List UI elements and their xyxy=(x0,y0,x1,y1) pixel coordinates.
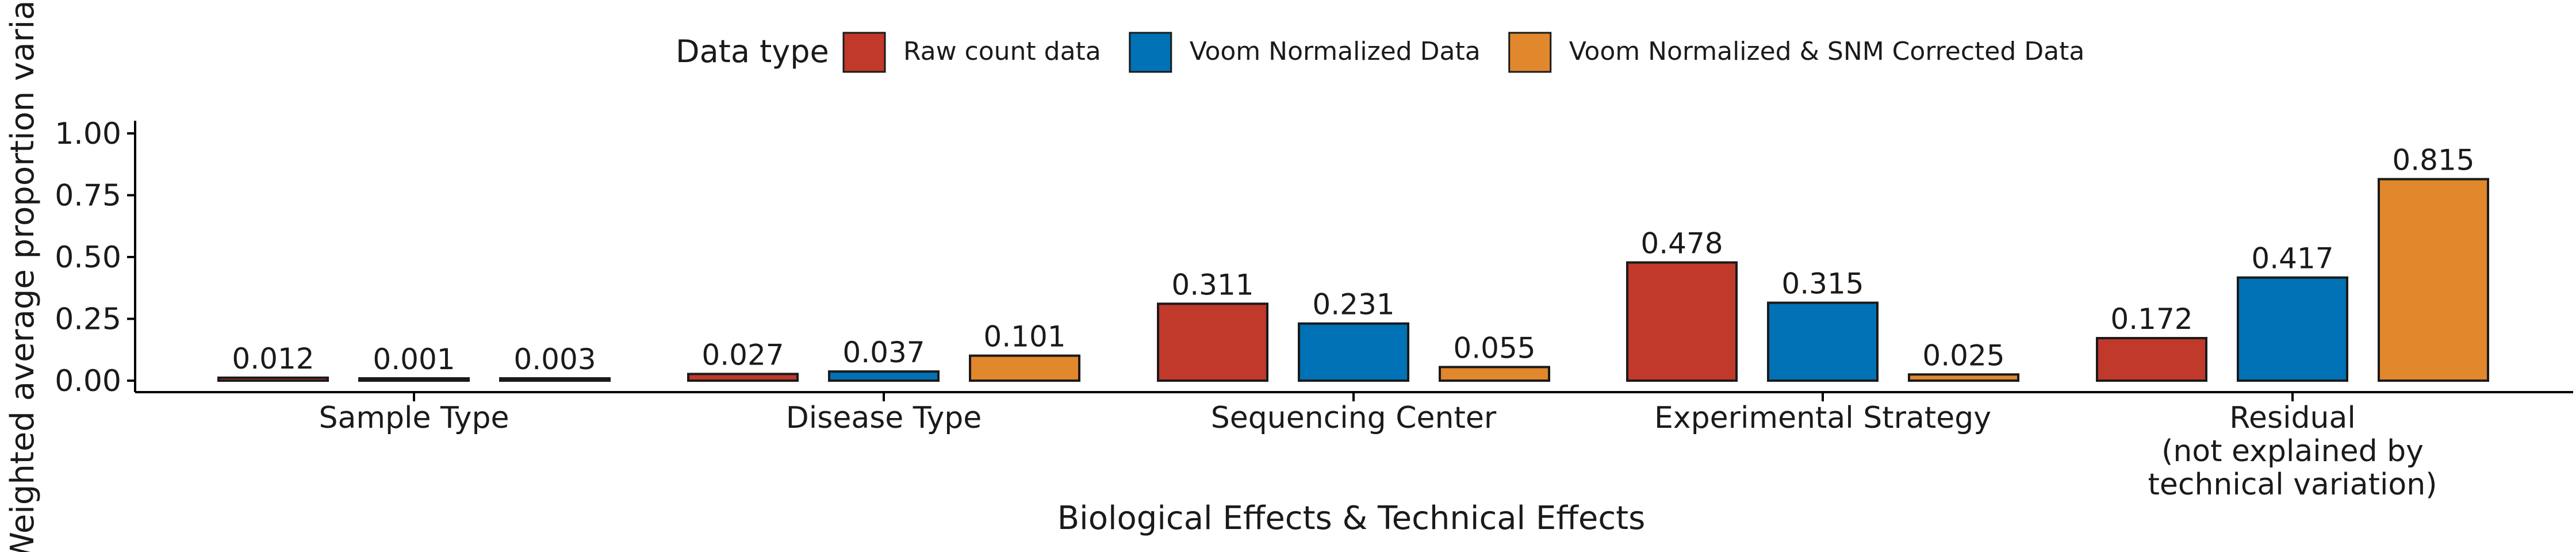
legend-swatch-1 xyxy=(842,32,886,73)
bar xyxy=(2237,276,2348,382)
bar-value-label: 0.417 xyxy=(2251,242,2333,275)
bar xyxy=(1439,366,1550,382)
bar xyxy=(499,377,611,382)
legend-swatch-3 xyxy=(1508,32,1552,73)
y-tick-label: 0.75 xyxy=(55,179,121,213)
x-axis-title: Biological Effects & Technical Effects xyxy=(1057,500,1646,537)
y-tick-label: 0.25 xyxy=(55,302,121,337)
legend-label-1: Raw count data xyxy=(903,37,1101,66)
x-tick-label: Sequencing Center xyxy=(1211,401,1497,435)
bar-value-label: 0.037 xyxy=(842,336,925,369)
bar-value-label: 0.012 xyxy=(232,342,314,375)
bar xyxy=(969,354,1080,382)
y-tick-label: 0.00 xyxy=(55,364,121,398)
bar-value-label: 0.311 xyxy=(1171,268,1254,301)
x-tick-label: Disease Type xyxy=(786,401,982,435)
bar-labels: 0.012 0.027 0.311 0.478 0.172 0.001 0.037 0.231… xyxy=(232,144,2474,376)
x-tick-label: Residual (not explained by technical varia… xyxy=(2148,401,2437,502)
y-tick-label: 1.00 xyxy=(55,117,121,151)
bar xyxy=(2096,337,2207,382)
bar-value-label: 0.027 xyxy=(702,338,784,371)
bar xyxy=(687,373,799,382)
bar-value-label: 0.003 xyxy=(513,343,596,376)
bar-value-label: 0.815 xyxy=(2392,144,2474,177)
legend-swatch-2 xyxy=(1129,32,1172,73)
legend-label-3: Voom Normalized & SNM Corrected Data xyxy=(1569,37,2085,66)
bars xyxy=(217,178,2489,382)
bar xyxy=(1157,302,1268,382)
bar xyxy=(2378,178,2489,382)
bar xyxy=(828,370,940,382)
bar xyxy=(217,376,329,382)
bar-value-label: 0.478 xyxy=(1640,227,1723,260)
legend: Data type Raw count data Voom Normalized … xyxy=(676,32,2085,73)
bar xyxy=(1626,261,1738,382)
y-axis: 0.00 0.25 0.50 0.75 1.00 xyxy=(55,117,136,398)
x-axis: Sample Type Disease Type Sequencing Center… xyxy=(135,391,2573,502)
bar-value-label: 0.315 xyxy=(1781,267,1864,301)
bar-value-label: 0.055 xyxy=(1453,331,1535,365)
bar xyxy=(1767,301,1879,382)
x-tick-label: Experimental Strategy xyxy=(1654,401,1991,435)
x-tick-label: Sample Type xyxy=(319,401,509,435)
bar xyxy=(358,377,470,382)
y-axis-title: Weighted average proportion variance xyxy=(4,0,41,552)
bar-value-label: 0.025 xyxy=(1922,339,2004,372)
legend-label-2: Voom Normalized Data xyxy=(1190,37,1481,66)
y-tick-label: 0.50 xyxy=(55,240,121,275)
bar-value-label: 0.231 xyxy=(1312,288,1394,321)
bar-value-label: 0.001 xyxy=(373,343,455,376)
legend-title: Data type xyxy=(676,33,829,70)
bar-value-label: 0.101 xyxy=(983,320,1065,354)
bar xyxy=(1908,373,2019,382)
bar-value-label: 0.172 xyxy=(2110,302,2192,336)
bar xyxy=(1298,322,1409,382)
